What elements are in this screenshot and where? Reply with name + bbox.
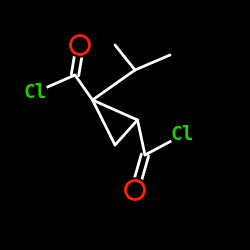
Text: Cl: Cl [23,83,47,102]
Circle shape [68,33,92,57]
Text: Cl: Cl [171,126,194,144]
Circle shape [23,80,47,104]
Circle shape [170,123,194,147]
Circle shape [123,178,147,202]
